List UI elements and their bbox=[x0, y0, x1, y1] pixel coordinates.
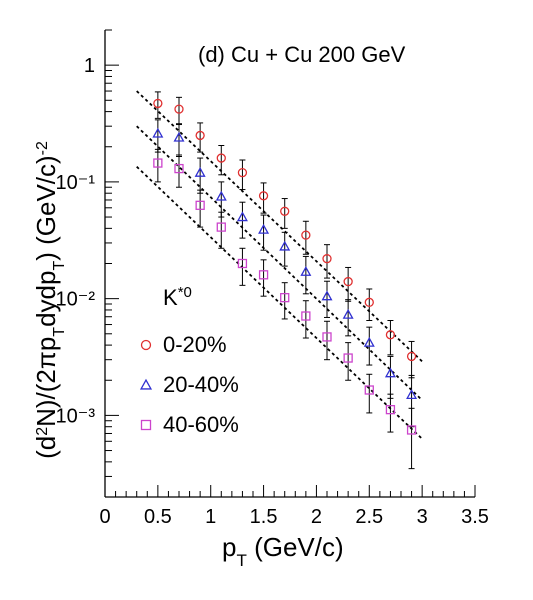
marker-circle bbox=[237, 168, 248, 178]
y-tick-label: 1 bbox=[84, 55, 95, 77]
marker-circle bbox=[301, 230, 311, 240]
marker-circle bbox=[343, 276, 353, 287]
marker-circle bbox=[385, 330, 396, 340]
legend-label: 20-40% bbox=[163, 372, 239, 397]
series bbox=[153, 148, 417, 470]
marker-square bbox=[280, 292, 290, 303]
series bbox=[152, 119, 418, 428]
x-tick-label: 3 bbox=[417, 506, 428, 528]
marker-triangle bbox=[342, 308, 354, 319]
marker-circle bbox=[216, 153, 226, 163]
marker-triangle bbox=[321, 290, 333, 301]
legend-label: 40-60% bbox=[163, 412, 239, 437]
marker-square bbox=[140, 419, 152, 431]
marker-square bbox=[406, 425, 417, 435]
marker-triangle bbox=[300, 266, 312, 276]
marker-square bbox=[216, 222, 226, 232]
marker-triangle bbox=[279, 240, 291, 251]
marker-triangle bbox=[258, 223, 270, 234]
marker-triangle bbox=[236, 211, 248, 222]
marker-square bbox=[364, 385, 374, 395]
y-tick-label: 10⁻³ bbox=[56, 405, 96, 427]
marker-triangle bbox=[406, 389, 418, 400]
marker-circle bbox=[280, 206, 290, 216]
marker-square bbox=[322, 332, 332, 342]
x-tick-label: 2.5 bbox=[355, 506, 383, 528]
marker-triangle bbox=[215, 190, 227, 201]
x-tick-label: 0 bbox=[99, 506, 110, 528]
marker-circle bbox=[174, 104, 184, 114]
legend-header: K*0 bbox=[163, 284, 192, 311]
marker-square bbox=[153, 158, 163, 168]
marker-square bbox=[174, 163, 184, 174]
marker-square bbox=[258, 270, 269, 280]
marker-circle bbox=[322, 254, 332, 264]
axes: 0 0.5 1 1.5 2 2.5 3 3.5 1 10⁻¹ 10⁻² 10⁻³ bbox=[56, 29, 489, 528]
marker-circle bbox=[258, 191, 269, 201]
x-tick-label: 1.5 bbox=[250, 506, 278, 528]
marker-triangle bbox=[139, 378, 153, 390]
marker-circle bbox=[195, 130, 205, 141]
x-tick-label: 1 bbox=[205, 506, 216, 528]
y-tick-label: 10⁻¹ bbox=[56, 172, 96, 194]
marker-triangle bbox=[152, 127, 164, 138]
marker-square bbox=[237, 258, 248, 269]
marker-circle bbox=[364, 297, 374, 307]
marker-triangle bbox=[173, 131, 185, 142]
x-tick-label: 0.5 bbox=[144, 506, 172, 528]
y-tick-label: 10⁻² bbox=[56, 289, 96, 311]
x-tick-label: 3.5 bbox=[461, 506, 489, 528]
marker-circle bbox=[140, 339, 152, 351]
marker-square bbox=[301, 311, 311, 321]
marker-square bbox=[195, 200, 205, 210]
marker-square bbox=[385, 404, 396, 415]
chart-title: (d) Cu + Cu 200 GeV bbox=[198, 42, 406, 67]
legend-label: 0-20% bbox=[163, 332, 227, 357]
marker-square bbox=[343, 353, 353, 363]
x-tick-label: 2 bbox=[311, 506, 322, 528]
legend: K*0 0-20% 20-40% 40-60% bbox=[139, 284, 239, 437]
marker-triangle bbox=[384, 367, 396, 378]
marker-triangle bbox=[363, 336, 375, 347]
data-points bbox=[152, 91, 418, 470]
marker-circle bbox=[153, 98, 163, 109]
series bbox=[153, 91, 417, 379]
marker-circle bbox=[406, 351, 417, 362]
marker-triangle bbox=[194, 166, 206, 177]
